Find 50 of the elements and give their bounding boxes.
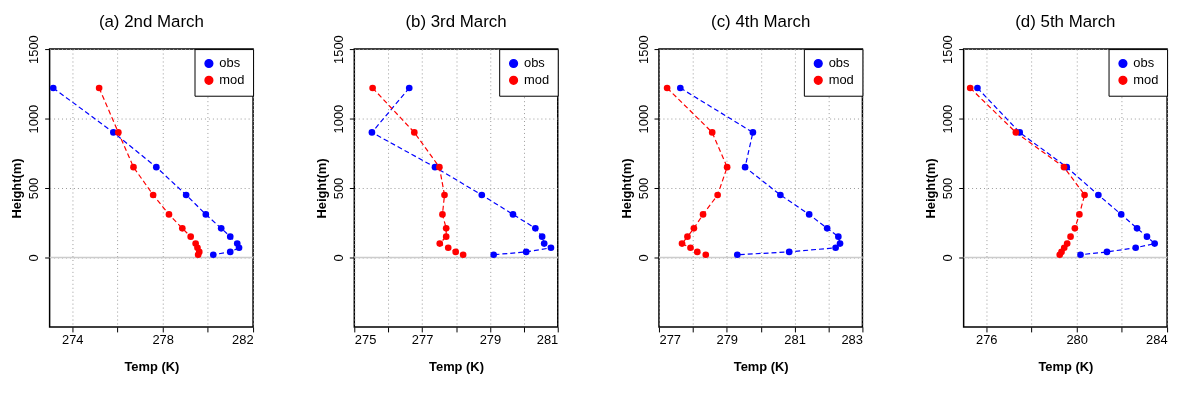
y-axis-title: Height(m)	[923, 158, 939, 219]
x-tick-label: 276	[975, 332, 998, 348]
x-axis-title: Temp (K)	[1038, 359, 1094, 375]
chart-title: (b) 3rd March	[405, 11, 507, 31]
x-tick-label: 280	[1066, 332, 1088, 348]
y-tick-label: 1500	[26, 35, 42, 64]
y-tick-label: 1000	[330, 104, 346, 134]
x-tick-label: 282	[232, 332, 254, 348]
y-tick-label: 500	[635, 177, 651, 200]
x-axis-title: Temp (K)	[429, 359, 484, 375]
x-tick-label: 277	[411, 332, 434, 348]
legend-label: mod	[1133, 72, 1159, 88]
y-tick-label: 1500	[940, 35, 956, 64]
y-tick-label: 500	[330, 177, 346, 200]
x-tick-label: 284	[1146, 332, 1168, 348]
y-tick-label: 0	[330, 254, 346, 262]
y-tick-label: 1000	[635, 104, 651, 134]
y-tick-label: 500	[26, 177, 42, 200]
x-tick-label: 278	[152, 332, 174, 348]
y-tick-label: 1000	[26, 104, 42, 134]
x-tick-label: 279	[479, 332, 502, 348]
chart-title: (a) 2nd March	[98, 11, 204, 31]
x-tick-label: 277	[659, 332, 681, 348]
y-tick-label: 500	[940, 177, 956, 200]
legend-label: obs	[828, 55, 850, 71]
y-axis-title: Height(m)	[314, 158, 330, 219]
chart-title: (d) 5th March	[1015, 11, 1116, 31]
x-axis-title: Temp (K)	[733, 359, 789, 375]
y-tick-label: 1500	[635, 35, 651, 64]
y-axis-title: Height(m)	[618, 158, 634, 219]
y-tick-label: 1500	[330, 35, 346, 64]
legend-label: obs	[524, 55, 545, 71]
legend-label: mod	[828, 72, 854, 88]
x-tick-label: 274	[61, 332, 84, 348]
y-tick-label: 1000	[940, 104, 956, 134]
legend-label: obs	[1133, 55, 1155, 71]
y-tick-label: 0	[940, 254, 956, 262]
legend-label: mod	[219, 72, 245, 88]
y-tick-label: 0	[26, 254, 42, 262]
x-tick-label: 279	[716, 332, 739, 348]
x-tick-label: 281	[536, 332, 559, 348]
x-axis-title: Temp (K)	[124, 359, 180, 375]
y-axis-title: Height(m)	[9, 158, 25, 219]
x-tick-label: 281	[784, 332, 806, 348]
x-tick-label: 283	[841, 332, 863, 348]
y-tick-label: 0	[635, 254, 651, 262]
legend-label: obs	[219, 55, 241, 71]
x-tick-label: 275	[354, 332, 377, 348]
legend-label: mod	[524, 72, 550, 88]
chart-title: (c) 4th March	[711, 11, 811, 31]
